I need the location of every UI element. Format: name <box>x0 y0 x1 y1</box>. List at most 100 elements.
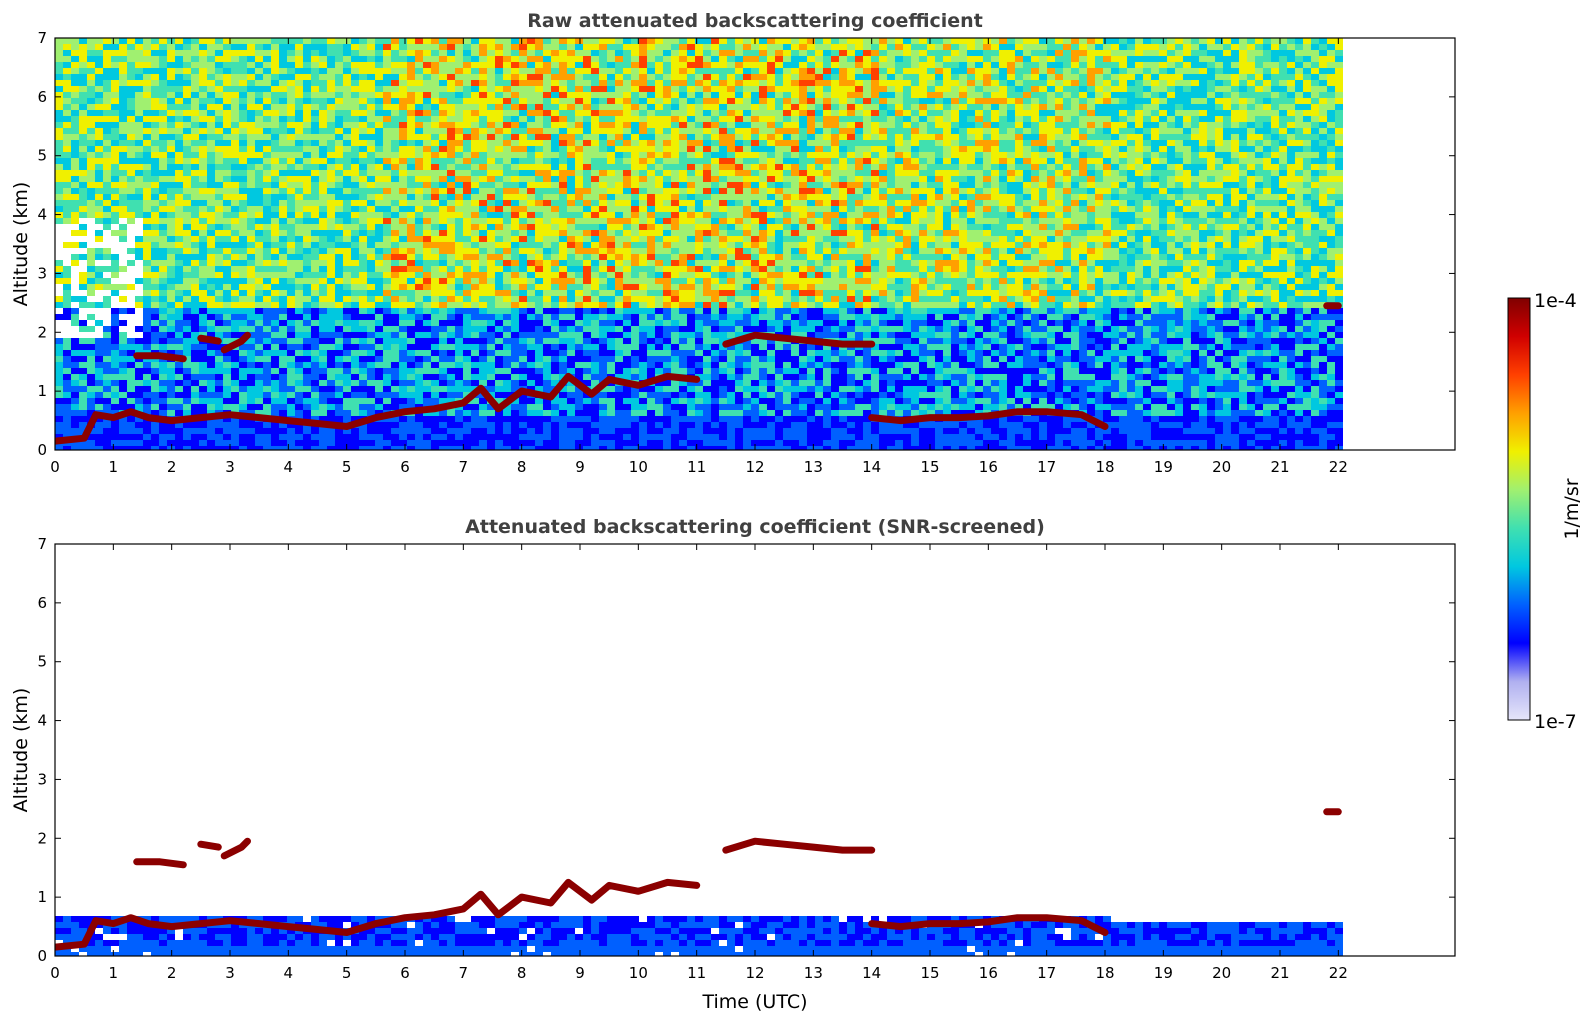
backscatter-cell <box>1095 50 1103 56</box>
backscatter-cell <box>1135 200 1143 206</box>
backscatter-cell <box>1007 146 1015 152</box>
backscatter-cell <box>1167 86 1175 92</box>
backscatter-cell <box>1207 164 1215 170</box>
backscatter-cell <box>991 146 999 152</box>
backscatter-cell <box>1223 140 1231 146</box>
backscatter-cell <box>759 152 767 158</box>
backscatter-cell <box>1087 44 1095 50</box>
backscatter-cell <box>695 92 703 98</box>
backscatter-cell <box>551 146 559 152</box>
backscatter-cell <box>855 110 863 116</box>
backscatter-cell <box>743 158 751 164</box>
backscatter-cell <box>823 44 831 50</box>
backscatter-cell <box>143 176 151 182</box>
backscatter-cell <box>703 56 711 62</box>
backscatter-cell <box>1007 86 1015 92</box>
backscatter-cell <box>887 122 895 128</box>
backscatter-cell <box>919 68 927 74</box>
backscatter-cell <box>1191 50 1199 56</box>
backscatter-cell <box>791 146 799 152</box>
backscatter-cell <box>119 74 127 80</box>
backscatter-cell <box>959 92 967 98</box>
backscatter-cell <box>487 200 495 206</box>
backscatter-cell <box>671 170 679 176</box>
backscatter-cell <box>1327 194 1335 200</box>
backscatter-cell <box>599 218 607 224</box>
backscatter-cell <box>535 194 543 200</box>
backscatter-cell <box>199 92 207 98</box>
backscatter-cell <box>423 74 431 80</box>
backscatter-cell <box>159 164 167 170</box>
backscatter-cell <box>127 44 135 50</box>
backscatter-cell <box>767 206 775 212</box>
backscatter-cell <box>1063 68 1071 74</box>
backscatter-cell <box>663 68 671 74</box>
backscatter-cell <box>703 86 711 92</box>
backscatter-cell <box>871 158 879 164</box>
backscatter-cell <box>775 74 783 80</box>
backscatter-cell <box>839 92 847 98</box>
backscatter-cell <box>711 86 719 92</box>
backscatter-cell <box>263 206 271 212</box>
backscatter-cell <box>511 146 519 152</box>
backscatter-cell <box>511 140 519 146</box>
backscatter-cell <box>959 140 967 146</box>
backscatter-cell <box>559 200 567 206</box>
backscatter-cell <box>1143 68 1151 74</box>
backscatter-cell <box>103 158 111 164</box>
backscatter-cell <box>479 80 487 86</box>
backscatter-cell <box>479 68 487 74</box>
backscatter-cell <box>911 146 919 152</box>
backscatter-cell <box>151 50 159 56</box>
backscatter-cell <box>639 152 647 158</box>
backscatter-cell <box>559 98 567 104</box>
backscatter-cell <box>143 122 151 128</box>
backscatter-cell <box>1175 176 1183 182</box>
backscatter-cell <box>831 140 839 146</box>
backscatter-cell <box>159 188 167 194</box>
backscatter-cell <box>1063 44 1071 50</box>
backscatter-cell <box>847 128 855 134</box>
backscatter-cell <box>1223 116 1231 122</box>
backscatter-cell <box>511 98 519 104</box>
backscatter-cell <box>367 164 375 170</box>
backscatter-cell <box>871 56 879 62</box>
backscatter-cell <box>703 194 711 200</box>
backscatter-cell <box>911 44 919 50</box>
backscatter-cell <box>647 104 655 110</box>
backscatter-cell <box>911 86 919 92</box>
backscatter-cell <box>703 152 711 158</box>
backscatter-cell <box>663 104 671 110</box>
backscatter-cell <box>1311 116 1319 122</box>
backscatter-cell <box>1159 212 1167 218</box>
backscatter-cell <box>1311 128 1319 134</box>
backscatter-cell <box>695 44 703 50</box>
backscatter-cell <box>1031 116 1039 122</box>
backscatter-cell <box>1327 98 1335 104</box>
backscatter-cell <box>343 50 351 56</box>
backscatter-cell <box>471 44 479 50</box>
backscatter-cell <box>1119 110 1127 116</box>
backscatter-cell <box>575 188 583 194</box>
backscatter-cell <box>447 44 455 50</box>
backscatter-cell <box>207 140 215 146</box>
backscatter-cell <box>511 38 519 44</box>
backscatter-cell <box>647 44 655 50</box>
backscatter-cell <box>135 212 143 218</box>
backscatter-cell <box>1015 86 1023 92</box>
backscatter-cell <box>1239 194 1247 200</box>
backscatter-cell <box>911 50 919 56</box>
backscatter-cell <box>183 212 191 218</box>
backscatter-cell <box>503 218 511 224</box>
backscatter-cell <box>1103 110 1111 116</box>
backscatter-cell <box>759 134 767 140</box>
backscatter-cell <box>927 68 935 74</box>
backscatter-cell <box>1159 110 1167 116</box>
backscatter-cell <box>159 140 167 146</box>
backscatter-cell <box>1135 212 1143 218</box>
backscatter-cell <box>95 170 103 176</box>
backscatter-cell <box>983 206 991 212</box>
backscatter-cell <box>975 200 983 206</box>
backscatter-cell <box>151 86 159 92</box>
backscatter-cell <box>1087 50 1095 56</box>
